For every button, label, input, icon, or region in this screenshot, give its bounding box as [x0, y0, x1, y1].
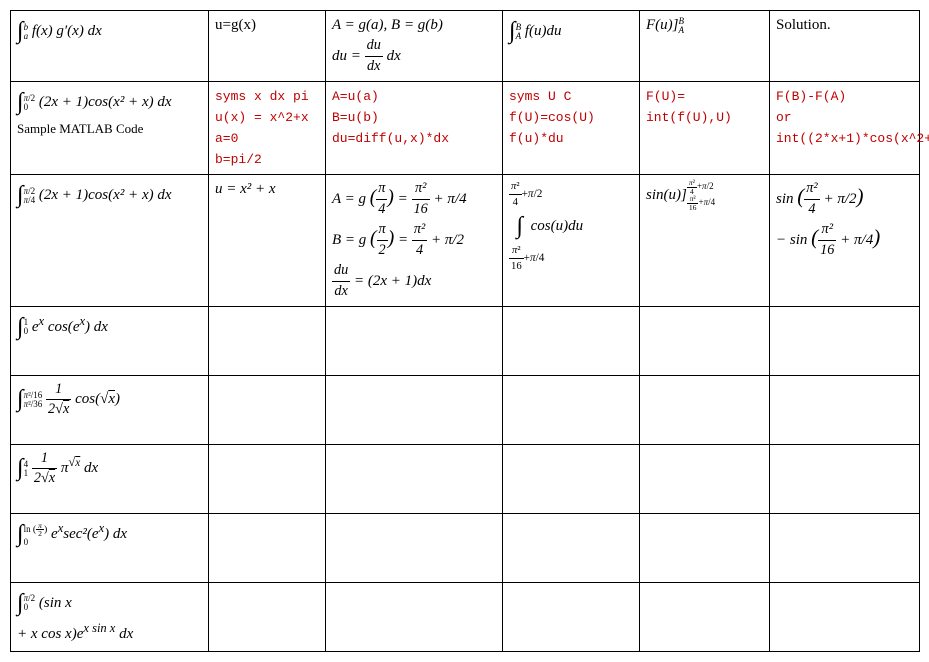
cell-r7c3 — [326, 513, 503, 582]
cell-r4c6 — [770, 306, 920, 375]
code: syms x dx pi u(x) = x^2+x a=0 b=pi/2 — [215, 89, 309, 167]
cell-r4c5 — [640, 306, 770, 375]
cell-r6c2 — [209, 444, 326, 513]
cell-r5c1: ∫π²/16π²/36 12√x cos(√x) — [11, 375, 209, 444]
cell-r8c5 — [640, 582, 770, 651]
cell-r3c6: sin (π²4 + π/2) − sin (π²16 + π/4) — [770, 174, 920, 306]
substitution-table: ∫ba f(x) g′(x) dx u=g(x) A = g(a), B = g… — [10, 10, 920, 652]
cell-r4c3 — [326, 306, 503, 375]
table-row: ∫π/2π/4 (2x + 1)cos(x² + x) dx u = x² + … — [11, 174, 920, 306]
cell-r1c5: F(u)]BA — [640, 11, 770, 82]
cell-r4c2 — [209, 306, 326, 375]
cell-r7c2 — [209, 513, 326, 582]
code: syms U C f(U)=cos(U) f(u)*du — [509, 89, 595, 146]
cell-r1c1: ∫ba f(x) g′(x) dx — [11, 11, 209, 82]
text: Solution. — [776, 17, 831, 33]
cell-r3c3: A = g (π4) = π²16 + π/4 B = g (π2) = π²4… — [326, 174, 503, 306]
cell-r7c5 — [640, 513, 770, 582]
cell-r8c1: ∫π/20 (sin x + x cos x)ex sin x dx — [11, 582, 209, 651]
cell-r2c2: syms x dx pi u(x) = x^2+x a=0 b=pi/2 — [209, 81, 326, 174]
cell-r3c5: sin(u)]π²4+π/2π²16+π/4 — [640, 174, 770, 306]
cell-r1c4: ∫BA f(u)du — [503, 11, 640, 82]
cell-r6c5 — [640, 444, 770, 513]
cell-r4c1: ∫10 ex cos(ex) dx — [11, 306, 209, 375]
cell-r7c1: ∫ln (π2)0 exsec²(ex) dx — [11, 513, 209, 582]
cell-r3c4: π²4+π/2 ∫ cos(u)du π²16+π/4 — [503, 174, 640, 306]
cell-r8c2 — [209, 582, 326, 651]
table-row: ∫π²/16π²/36 12√x cos(√x) — [11, 375, 920, 444]
cell-r1c3: A = g(a), B = g(b) du = dudx dx — [326, 11, 503, 82]
cell-r5c4 — [503, 375, 640, 444]
code: F(B)-F(A) or int((2*x+1)*cos(x^2+x),x,a,… — [776, 89, 929, 146]
cell-r5c2 — [209, 375, 326, 444]
table-row: ∫ln (π2)0 exsec²(ex) dx — [11, 513, 920, 582]
table-row: ∫10 ex cos(ex) dx — [11, 306, 920, 375]
cell-r8c6 — [770, 582, 920, 651]
cell-r1c6: Solution. — [770, 11, 920, 82]
cell-r8c3 — [326, 582, 503, 651]
cell-r2c5: F(U)= int(f(U),U) — [640, 81, 770, 174]
cell-r6c4 — [503, 444, 640, 513]
cell-r2c3: A=u(a) B=u(b) du=diff(u,x)*dx — [326, 81, 503, 174]
cell-r4c4 — [503, 306, 640, 375]
text: u=g(x) — [215, 17, 256, 33]
cell-r6c3 — [326, 444, 503, 513]
table-row: ∫41 12√x π√x dx — [11, 444, 920, 513]
table-row: ∫ba f(x) g′(x) dx u=g(x) A = g(a), B = g… — [11, 11, 920, 82]
cell-r5c3 — [326, 375, 503, 444]
cell-r3c1: ∫π/2π/4 (2x + 1)cos(x² + x) dx — [11, 174, 209, 306]
table-row: ∫π/20 (sin x + x cos x)ex sin x dx — [11, 582, 920, 651]
cell-r2c6: F(B)-F(A) or int((2*x+1)*cos(x^2+x),x,a,… — [770, 81, 920, 174]
cell-r2c1: ∫π/20 (2x + 1)cos(x² + x) dx Sample MATL… — [11, 81, 209, 174]
cell-r7c4 — [503, 513, 640, 582]
cell-r1c2: u=g(x) — [209, 11, 326, 82]
cell-r7c6 — [770, 513, 920, 582]
cell-r2c4: syms U C f(U)=cos(U) f(u)*du — [503, 81, 640, 174]
cell-r8c4 — [503, 582, 640, 651]
code: F(U)= int(f(U),U) — [646, 89, 732, 125]
cell-r3c2: u = x² + x — [209, 174, 326, 306]
cell-r5c6 — [770, 375, 920, 444]
cell-r6c1: ∫41 12√x π√x dx — [11, 444, 209, 513]
code: A=u(a) B=u(b) du=diff(u,x)*dx — [332, 89, 449, 146]
table-row: ∫π/20 (2x + 1)cos(x² + x) dx Sample MATL… — [11, 81, 920, 174]
cell-r6c6 — [770, 444, 920, 513]
cell-r5c5 — [640, 375, 770, 444]
